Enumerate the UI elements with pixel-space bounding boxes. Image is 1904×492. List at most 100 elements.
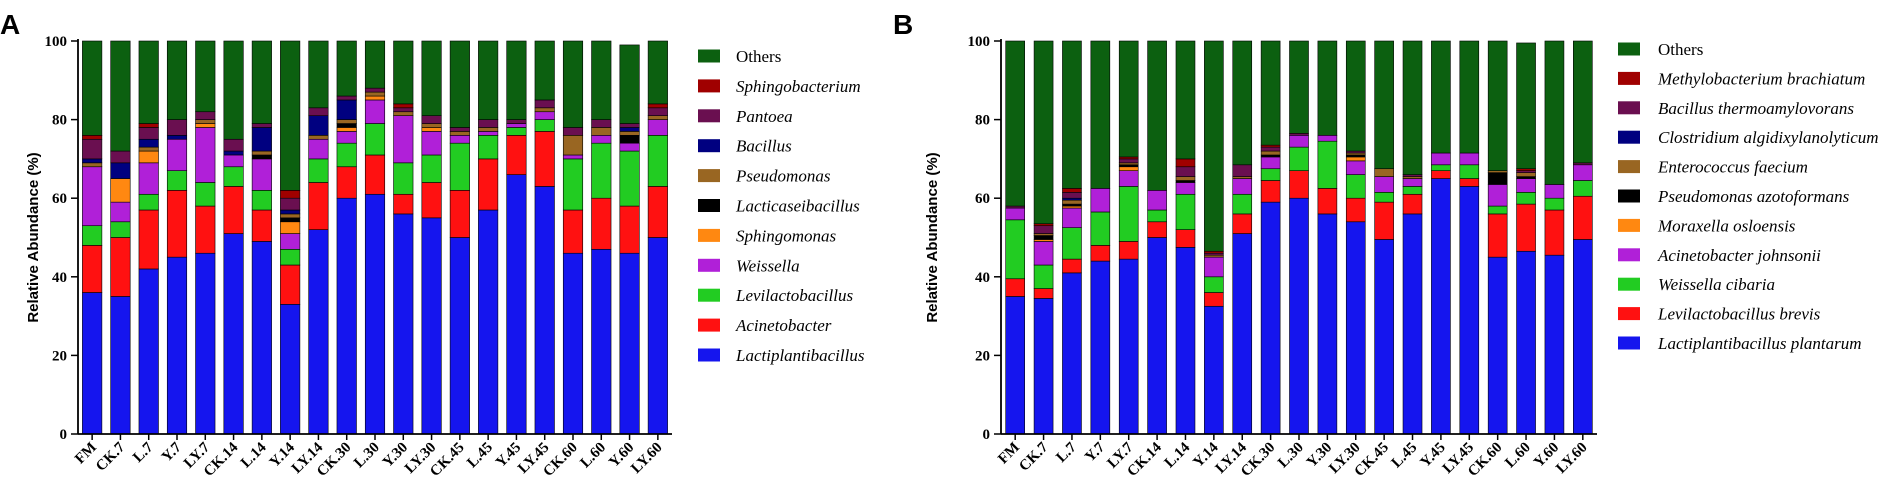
y-tick-label: 80 xyxy=(975,113,990,129)
bar-segment xyxy=(280,213,301,219)
bar-segment xyxy=(223,154,244,168)
bar-segment xyxy=(251,154,272,160)
y-tick-label: 20 xyxy=(975,348,990,364)
bar-segment xyxy=(280,221,301,234)
bar-segment xyxy=(534,131,555,187)
bar-segment xyxy=(619,123,640,128)
bar-segment xyxy=(421,127,442,132)
bar-segment xyxy=(1147,209,1167,223)
legend: Others Methylobacterium brachiatum Bacillu… xyxy=(1618,40,1879,353)
legend-label: Moraxella osloensis xyxy=(1657,216,1796,235)
bar-segment xyxy=(138,193,159,211)
panel-letter: B xyxy=(893,9,913,40)
bar-segment xyxy=(1431,170,1451,179)
bar-segment xyxy=(1090,188,1111,213)
x-tick-label: L.30 xyxy=(351,440,383,472)
x-tick-label: L.7 xyxy=(1053,439,1080,466)
bar-segment xyxy=(534,186,555,435)
bar-segment xyxy=(138,209,159,270)
bar-segment xyxy=(223,233,244,435)
bar-segment xyxy=(138,127,159,140)
bar-segment xyxy=(195,127,216,183)
bar-segment xyxy=(251,209,272,242)
bar-segment xyxy=(1544,254,1565,435)
bar-segment xyxy=(1175,166,1196,177)
bar-segment xyxy=(1033,239,1054,242)
legend-swatch xyxy=(1618,130,1640,144)
bar-segment xyxy=(1516,42,1536,170)
bar-segment xyxy=(364,95,386,101)
bar-segment xyxy=(1175,40,1196,160)
legend-label: Levilactobacillus xyxy=(735,286,853,305)
bar-segment xyxy=(506,135,527,175)
bar-segment xyxy=(1374,192,1394,203)
bar-segment xyxy=(138,40,159,124)
bar-segment xyxy=(1573,180,1593,197)
bar-segment xyxy=(110,178,131,203)
bar-segment xyxy=(1345,174,1366,199)
bar-segment xyxy=(1260,168,1281,181)
bar-segment xyxy=(223,138,244,152)
bar-segment xyxy=(619,44,640,124)
bar-segment xyxy=(1459,152,1480,166)
bar-segment xyxy=(1005,40,1025,207)
y-tick-label: 0 xyxy=(60,427,68,443)
bar-segment xyxy=(1402,193,1423,215)
bar-segment xyxy=(1544,184,1565,199)
bar-segment xyxy=(478,119,499,128)
bar-segment xyxy=(393,111,414,116)
bar-segment xyxy=(1459,178,1480,187)
bar-segment xyxy=(1260,156,1281,170)
bar-segment xyxy=(195,40,216,113)
legend-label: Pseudomonas xyxy=(735,167,831,186)
bar-segment xyxy=(534,99,555,109)
bar-segment xyxy=(421,217,442,435)
legend-label: Sphingobacterium xyxy=(736,77,861,96)
bar-segment xyxy=(591,135,612,144)
bar-segment xyxy=(647,103,668,109)
bar-segment xyxy=(280,304,301,435)
bar-segment xyxy=(166,135,188,140)
bar-segment xyxy=(1232,193,1253,215)
legend-swatch xyxy=(1618,189,1640,203)
y-tick-label: 100 xyxy=(968,34,991,50)
bar-segment xyxy=(478,135,499,160)
bar-segment xyxy=(562,127,584,136)
bar-segment xyxy=(166,119,188,136)
legend-label: Acinetobacter johnsonii xyxy=(1657,246,1821,265)
bar-segment xyxy=(336,131,357,144)
bar-segment xyxy=(82,162,103,168)
bar-segment xyxy=(1289,135,1309,148)
x-tick-label: L.60 xyxy=(577,440,609,472)
bar-segment xyxy=(336,123,357,128)
bar-segment xyxy=(562,158,584,211)
bar-segment xyxy=(647,115,668,120)
bar-segment xyxy=(1175,158,1196,168)
bar-segment xyxy=(336,127,357,132)
bar-segment xyxy=(364,193,386,435)
x-tick-label: CK.7 xyxy=(1016,439,1052,475)
bar-segment xyxy=(82,225,103,246)
legend-label: Lacticaseibacillus xyxy=(735,197,860,216)
y-tick-label: 60 xyxy=(975,191,990,207)
bar-segment xyxy=(1033,288,1054,299)
bar-segment xyxy=(1345,197,1366,223)
bar-segment xyxy=(562,40,584,128)
bar-segment xyxy=(138,162,159,195)
bar-segment xyxy=(364,154,386,195)
bar-segment xyxy=(1573,195,1593,240)
bar-segment xyxy=(1345,156,1366,162)
bar-segment xyxy=(1402,178,1423,187)
bar-segment xyxy=(1573,40,1593,164)
bar-segment xyxy=(364,91,386,97)
legend-label: Weissella xyxy=(736,256,800,275)
x-tick-label: LY.60 xyxy=(1553,440,1590,477)
bar-segment xyxy=(1204,292,1224,307)
bar-segment xyxy=(280,197,301,211)
bar-segment xyxy=(1062,272,1082,435)
bar-segment xyxy=(591,142,612,199)
bar-segment xyxy=(251,190,272,211)
x-tick-label: L.7 xyxy=(130,439,157,466)
bar-segment xyxy=(280,264,301,305)
bar-segment xyxy=(562,154,584,160)
